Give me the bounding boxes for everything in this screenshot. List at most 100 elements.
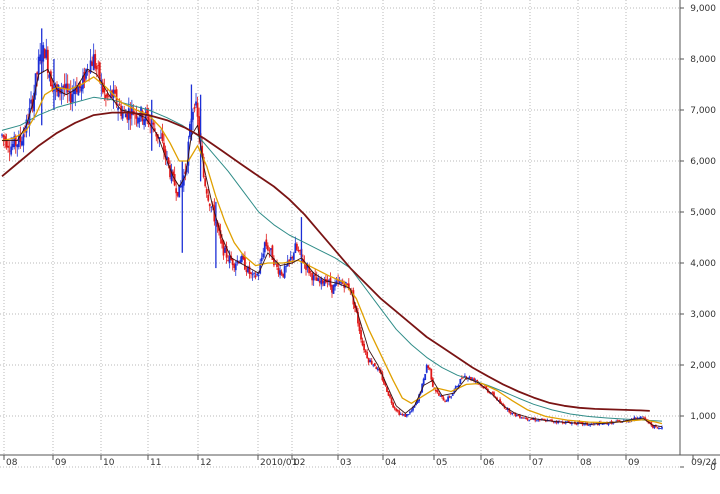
candle-body	[4, 136, 6, 141]
candle-body	[88, 70, 90, 73]
x-tick-label: 09	[628, 458, 640, 468]
candle-body	[596, 423, 599, 426]
candle-body	[476, 380, 479, 383]
candle-body	[83, 71, 86, 83]
candle-body	[1, 134, 3, 136]
grid-lines	[0, 0, 680, 468]
candle-body	[138, 118, 141, 122]
candle-body	[499, 399, 501, 404]
candle-body	[289, 256, 292, 261]
candle-body	[523, 417, 526, 419]
candle-body	[522, 417, 524, 419]
candle-body	[347, 283, 350, 290]
candle-body	[216, 221, 219, 227]
candle-body	[285, 265, 288, 267]
candle-body	[257, 275, 260, 276]
candle-body	[315, 277, 318, 281]
candle-body	[147, 116, 150, 125]
candle-body	[68, 90, 71, 92]
candle-body	[60, 89, 63, 94]
candle-body	[240, 255, 243, 262]
y-tick-label: 0	[710, 463, 716, 473]
candle-body	[444, 401, 446, 403]
candle-body	[27, 121, 29, 124]
candle-body	[69, 91, 72, 104]
x-tick-label: 12	[200, 458, 211, 468]
candle-body	[294, 243, 297, 254]
candle-body	[653, 425, 656, 429]
candle-body	[529, 419, 532, 420]
candle-body	[129, 111, 132, 119]
candle-body	[248, 266, 251, 275]
x-tick-label: 07	[532, 458, 543, 468]
candle-body	[360, 330, 362, 340]
candle-body	[25, 119, 28, 133]
candle-body	[205, 188, 208, 194]
candle-body	[46, 49, 49, 73]
candle-body	[114, 90, 116, 94]
candle-body	[221, 239, 223, 244]
x-tick-label: 09/24	[691, 458, 717, 468]
candle-body	[161, 133, 164, 141]
candle-body	[489, 393, 492, 395]
candle-body	[66, 83, 69, 93]
candle-body	[526, 418, 529, 420]
candle-body	[20, 141, 23, 146]
candle-body	[34, 73, 37, 96]
candle-body	[508, 408, 511, 413]
candle-body	[82, 75, 84, 89]
candle-body	[277, 268, 280, 274]
candle-body	[512, 412, 515, 414]
candle-body	[126, 112, 129, 120]
candle-body	[390, 398, 393, 403]
candle-body	[144, 112, 147, 122]
candlesticks	[1, 28, 663, 430]
candle-body	[227, 260, 230, 261]
candle-body	[33, 92, 35, 112]
candle-body	[297, 249, 300, 252]
y-tick-label: 1,000	[690, 412, 716, 422]
candle-body	[321, 280, 324, 284]
candle-body	[75, 85, 78, 93]
candle-body	[318, 280, 321, 283]
candle-body	[169, 165, 171, 178]
candle-body	[282, 273, 285, 277]
candle-body	[659, 428, 662, 429]
candle-body	[431, 378, 434, 387]
candle-body	[224, 247, 226, 253]
candle-body	[456, 386, 459, 387]
candle-body	[514, 412, 517, 416]
candle-body	[491, 392, 494, 394]
x-tick-label: 10	[103, 458, 115, 468]
y-tick-label: 5,000	[690, 208, 716, 218]
candle-body	[460, 377, 463, 379]
candle-body	[36, 72, 39, 75]
candle-body	[45, 49, 48, 58]
candle-body	[286, 260, 289, 267]
candle-body	[299, 250, 301, 252]
candle-body	[19, 134, 22, 143]
candle-body	[567, 421, 570, 423]
candle-body	[413, 405, 416, 408]
candle-body	[311, 272, 314, 281]
candle-body	[62, 85, 65, 90]
candle-body	[159, 137, 162, 139]
candle-body	[619, 422, 622, 423]
y-tick-label: 6,000	[690, 157, 716, 167]
candle-body	[373, 363, 376, 367]
candle-body	[85, 69, 87, 79]
candle-body	[387, 391, 390, 396]
candle-body	[48, 74, 51, 78]
candle-body	[17, 135, 20, 148]
candle-body	[509, 412, 512, 414]
candle-body	[376, 368, 379, 370]
candle-body	[253, 273, 255, 274]
candle-body	[193, 107, 196, 109]
y-tick-label: 3,000	[690, 310, 716, 320]
candle-body	[143, 119, 145, 126]
candle-body	[635, 417, 637, 419]
candle-body	[273, 258, 275, 266]
candle-body	[167, 157, 170, 165]
candle-body	[42, 45, 45, 62]
